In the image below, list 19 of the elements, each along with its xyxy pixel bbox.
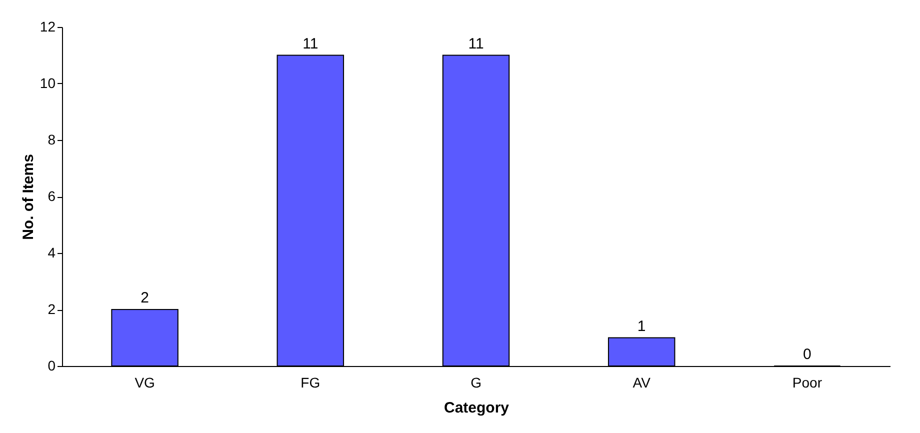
y-tick-label: 2: [48, 301, 56, 317]
data-label: 1: [637, 318, 646, 335]
data-label: 2: [140, 290, 149, 306]
data-label: 0: [803, 346, 812, 363]
y-tick-label: 6: [48, 188, 56, 204]
x-axis-title: Category: [444, 400, 510, 416]
y-tick-label: 12: [40, 18, 56, 34]
y-axis-title: No. of Items: [20, 154, 37, 240]
data-label: 11: [302, 35, 318, 52]
x-tick-label: Poor: [792, 374, 822, 390]
data-label: 11: [468, 35, 484, 52]
y-tick-label: 10: [40, 75, 56, 91]
y-tick-label: 4: [48, 244, 56, 260]
x-tick-label: AV: [632, 374, 652, 390]
x-tick-label: G: [470, 374, 482, 390]
x-tick-label: FG: [300, 374, 320, 390]
x-tick-label: VG: [134, 374, 155, 390]
y-tick-label: 8: [48, 132, 56, 148]
y-tick-label: 0: [48, 358, 56, 374]
